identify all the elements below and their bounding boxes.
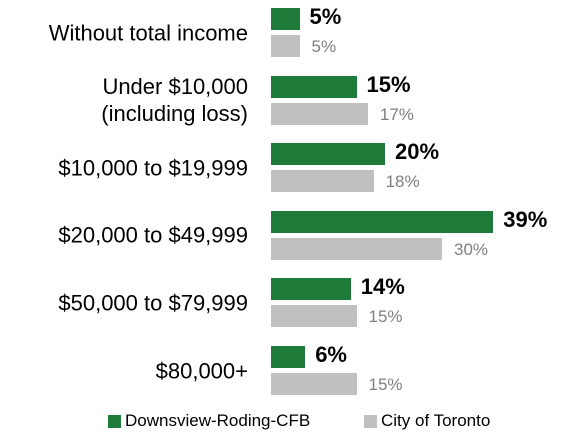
value-label: 17% bbox=[379, 104, 414, 124]
value-label: 6% bbox=[315, 342, 347, 367]
bar bbox=[271, 237, 442, 260]
value-label: 20% bbox=[395, 139, 440, 165]
bar bbox=[271, 278, 351, 301]
bar bbox=[271, 346, 306, 368]
bar bbox=[271, 102, 368, 125]
bar bbox=[271, 35, 300, 57]
bar bbox=[271, 75, 357, 98]
legend-swatch bbox=[364, 414, 377, 428]
bar bbox=[271, 373, 357, 395]
bar bbox=[271, 305, 357, 328]
value-label: 14% bbox=[360, 274, 405, 300]
category-label: Without total income bbox=[48, 20, 248, 45]
value-label: 5% bbox=[311, 37, 337, 56]
legend-item: Downsview-Roding-CFB bbox=[108, 411, 310, 431]
legend-label: City of Toronto bbox=[381, 411, 491, 430]
category-label: $50,000 to $79,999 bbox=[58, 290, 248, 316]
value-label: 18% bbox=[385, 172, 420, 192]
value-label: 15% bbox=[368, 375, 403, 394]
legend-item: City of Toronto bbox=[364, 411, 490, 431]
value-label: 30% bbox=[454, 239, 489, 259]
value-label: 15% bbox=[368, 307, 403, 327]
value-label: 39% bbox=[503, 206, 548, 232]
category-label: $80,000+ bbox=[155, 358, 248, 383]
legend-label: Downsview-Roding-CFB bbox=[125, 411, 311, 430]
bar bbox=[271, 210, 494, 233]
category-label: $10,000 to $19,999 bbox=[58, 155, 248, 181]
legend-swatch bbox=[108, 414, 121, 428]
bar bbox=[271, 143, 385, 166]
category-label: Under $10,000 (including loss) bbox=[101, 74, 248, 127]
bar bbox=[271, 170, 374, 193]
value-label: 15% bbox=[366, 71, 411, 97]
bar bbox=[271, 8, 300, 30]
value-label: 5% bbox=[309, 4, 342, 29]
category-label: $20,000 to $49,999 bbox=[58, 222, 248, 248]
